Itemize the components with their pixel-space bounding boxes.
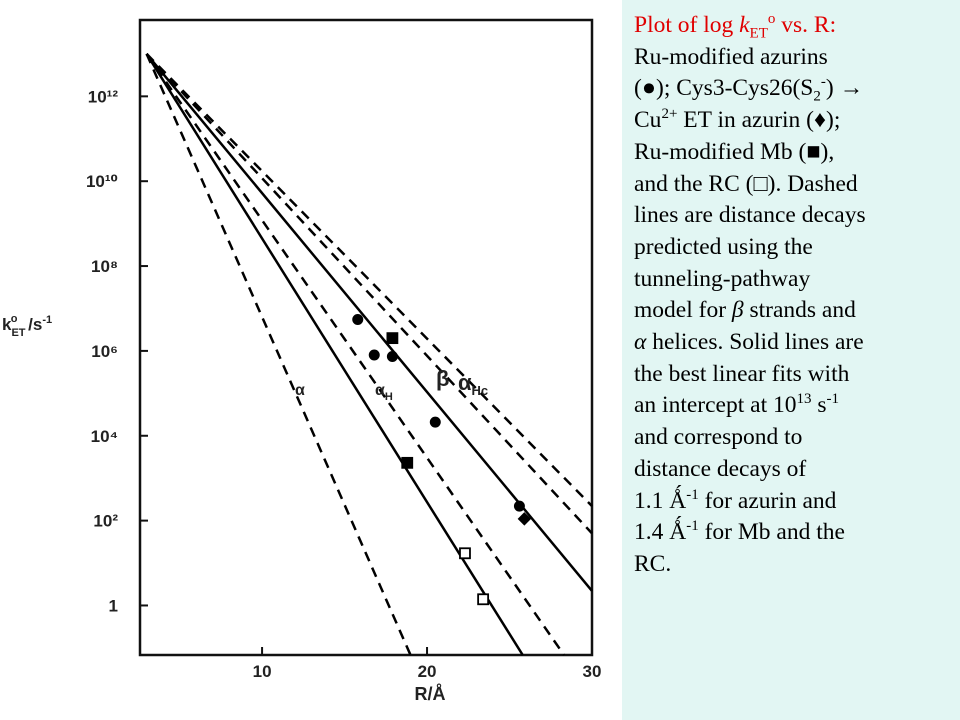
caption-text: 2+ — [661, 106, 678, 123]
y-axis-label: kETo /s-1 — [2, 313, 52, 339]
caption-line: tunneling-pathway — [634, 264, 960, 296]
x-axis-label: R/Å — [415, 684, 446, 704]
caption-text: Cu — [634, 107, 662, 134]
caption-text: 2 — [813, 89, 821, 106]
caption-text: helices. Solid lines are — [646, 329, 864, 356]
caption-text: Plot of log — [634, 12, 740, 38]
caption-line: model for β strands and — [634, 295, 960, 327]
dashed-line — [145, 53, 593, 507]
y-tick-label: 10⁸ — [91, 257, 118, 276]
caption-line: lines are distance decays — [634, 200, 960, 232]
caption-text: for Mb and the — [698, 519, 845, 546]
caption-line: 1.4 Ǻ-1 for Mb and the — [634, 517, 960, 549]
caption-text: for azurin and — [698, 487, 837, 514]
y-tick-label: 10⁶ — [91, 342, 118, 361]
x-tick-label: 10 — [253, 662, 272, 681]
y-tick-label: 10¹² — [88, 87, 119, 106]
caption-text: s — [811, 392, 827, 419]
annotation: αH — [375, 382, 393, 403]
annotation-text: α — [375, 382, 385, 399]
point — [401, 456, 414, 469]
caption-text: β — [731, 297, 744, 324]
caption-text: model for — [634, 297, 732, 324]
caption-text: the best linear fits with — [634, 360, 850, 387]
caption-text: 1.4 Ǻ — [634, 519, 687, 546]
plot-frame — [138, 18, 594, 657]
point — [429, 416, 441, 428]
caption-line: Plot of log kETo vs. R: — [634, 10, 960, 42]
caption-text: - — [820, 74, 826, 91]
caption-text: -1 — [826, 391, 840, 408]
caption-text: Ru-modified Mb (■), — [634, 138, 835, 165]
caption-text: 13 — [796, 391, 812, 408]
caption-text: and correspond to — [634, 424, 803, 451]
caption-text: ET in azurin (♦); — [677, 107, 841, 134]
annotation: αHc — [458, 370, 488, 398]
caption-text: (●); Cys3-Cys26(S — [634, 75, 814, 102]
caption-line: 1.1 Ǻ-1 for azurin and — [634, 486, 960, 518]
y-tick-label: 10¹⁰ — [86, 172, 118, 191]
point — [517, 512, 532, 526]
caption-text: predicted using the — [634, 233, 813, 260]
caption-line: RC. — [634, 549, 960, 581]
dashed-line — [145, 53, 593, 535]
caption-text: ) → — [825, 75, 864, 102]
caption-text: lines are distance decays — [634, 202, 866, 229]
caption-line: predicted using the — [634, 232, 960, 264]
caption-text: ET — [749, 25, 768, 42]
caption-text: k — [739, 12, 750, 38]
caption-line: an intercept at 1013 s-1 — [634, 390, 960, 422]
chart: R/Å kETo /s-1 1 10² 10⁴ 10⁶ 10⁸ 10¹⁰ 10¹² 10 20 3… — [2, 18, 602, 704]
caption-line: (●); Cys3-Cys26(S2-) → — [634, 73, 960, 105]
caption-line: Ru-modified azurins — [634, 42, 960, 74]
caption-line: Cu2+ ET in azurin (♦); — [634, 105, 960, 137]
caption-text: distance decays of — [634, 455, 807, 482]
caption: Plot of log kETo vs. R: Ru-modified azur… — [622, 0, 960, 720]
annotation-text: α — [458, 370, 472, 395]
caption-text: vs. R: — [775, 12, 837, 38]
annotation: β — [436, 366, 449, 391]
annotation: α — [295, 382, 305, 399]
caption-text: α — [634, 329, 647, 356]
caption-line: the best linear fits with — [634, 359, 960, 391]
point — [386, 350, 398, 362]
point — [352, 313, 364, 325]
caption-text: RC. — [634, 550, 672, 577]
caption-line: α helices. Solid lines are — [634, 327, 960, 359]
y-tick-label: 1 — [109, 596, 118, 615]
dashed-line — [145, 53, 412, 656]
caption-text: 1.1 Ǻ — [634, 487, 687, 514]
point — [368, 349, 380, 361]
point — [386, 332, 399, 345]
point — [459, 547, 471, 560]
fit-line — [145, 53, 524, 656]
annotation-sub: Hc — [472, 383, 489, 398]
annotation-text: β — [436, 366, 449, 391]
caption-line: and correspond to — [634, 422, 960, 454]
caption-line: distance decays of — [634, 454, 960, 486]
caption-text: o — [767, 11, 776, 28]
caption-text: an intercept at 10 — [634, 392, 797, 419]
caption-text: and the RC (□). Dashed — [634, 170, 858, 197]
x-tick-label: 30 — [583, 662, 602, 681]
caption-text: -1 — [686, 518, 699, 535]
y-tick-label: 10² — [93, 512, 118, 531]
caption-text: -1 — [686, 486, 699, 503]
dashed-line — [145, 53, 566, 656]
caption-text: tunneling-pathway — [634, 265, 811, 292]
caption-line: and the RC (□). Dashed — [634, 169, 960, 201]
fit-line — [145, 53, 593, 592]
annotation-sub: H — [385, 391, 393, 403]
caption-line: Ru-modified Mb (■), — [634, 137, 960, 169]
x-tick-label: 20 — [418, 662, 437, 681]
annotation-text: α — [295, 382, 305, 399]
point — [477, 593, 490, 606]
point — [513, 500, 525, 512]
caption-text: Ru-modified azurins — [634, 43, 828, 70]
y-tick-label: 10⁴ — [91, 427, 118, 446]
caption-text: strands and — [743, 297, 856, 324]
